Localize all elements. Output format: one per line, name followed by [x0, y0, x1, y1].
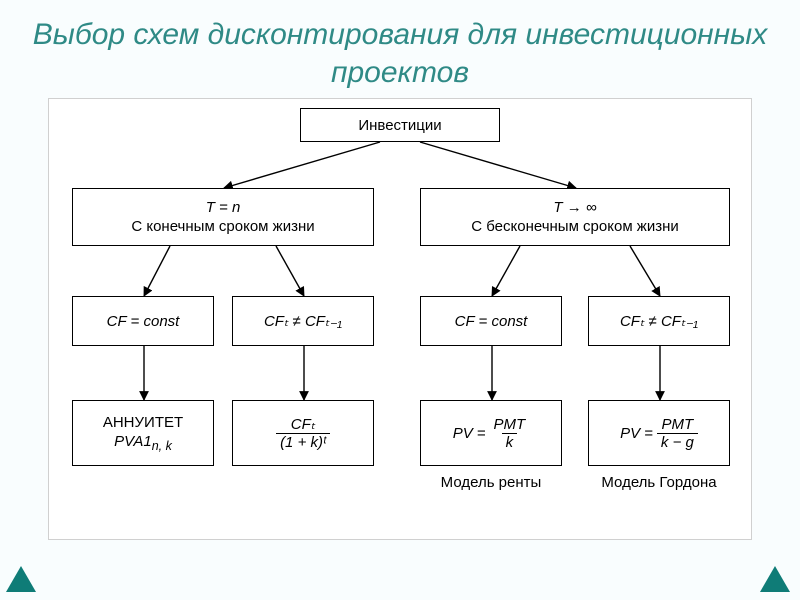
node-cf-const-2: CF = const [420, 296, 562, 346]
label-gordon-model: Модель Гордона [588, 474, 730, 491]
node-infinite-formula: T → ∞ [553, 199, 596, 216]
node-cf-var-2-text: CFₜ ≠ CFₜ₋₁ [620, 312, 698, 330]
node-cf-const-2-text: CF = const [455, 313, 528, 330]
fraction-icon: PMT k − g [657, 416, 698, 451]
node-root-text: Инвестиции [358, 117, 441, 134]
fraction-icon: PMT k [490, 416, 530, 451]
fraction-icon: CFₜ (1 + k)ᵗ [276, 415, 330, 451]
node-finite-desc: С конечным сроком жизни [131, 218, 314, 235]
node-cf-const-1: CF = const [72, 296, 214, 346]
triangle-icon [6, 566, 36, 597]
label-rent-model: Модель ренты [420, 474, 562, 491]
node-finite-life: T = n С конечным сроком жизни [72, 188, 374, 246]
node-root: Инвестиции [300, 108, 500, 142]
slide-title: Выбор схем дисконтирования для инвестици… [0, 16, 800, 91]
slide: Выбор схем дисконтирования для инвестици… [0, 0, 800, 600]
node-cf-var-2: CFₜ ≠ CFₜ₋₁ [588, 296, 730, 346]
node-cf-const-1-text: CF = const [107, 313, 180, 330]
node-cf-var-1: CFₜ ≠ CFₜ₋₁ [232, 296, 374, 346]
node-cf-var-1-text: CFₜ ≠ CFₜ₋₁ [264, 312, 342, 330]
node-annuity-title: АННУИТЕТ [103, 414, 183, 431]
triangle-icon [760, 566, 790, 597]
node-annuity-symbol: PVA1n, k [114, 433, 172, 453]
eq-row: PV = PMT k − g [620, 416, 698, 451]
eq-row: PV = PMT k [453, 416, 529, 451]
node-infinite-life: T → ∞ С бесконечным сроком жизни [420, 188, 730, 246]
node-gordon-formula: PV = PMT k − g [588, 400, 730, 466]
node-perpetuity-formula: PV = PMT k [420, 400, 562, 466]
node-dcf-formula: CFₜ (1 + k)ᵗ [232, 400, 374, 466]
node-infinite-desc: С бесконечным сроком жизни [471, 218, 679, 235]
node-annuity: АННУИТЕТ PVA1n, k [72, 400, 214, 466]
node-finite-formula: T = n [206, 199, 241, 216]
